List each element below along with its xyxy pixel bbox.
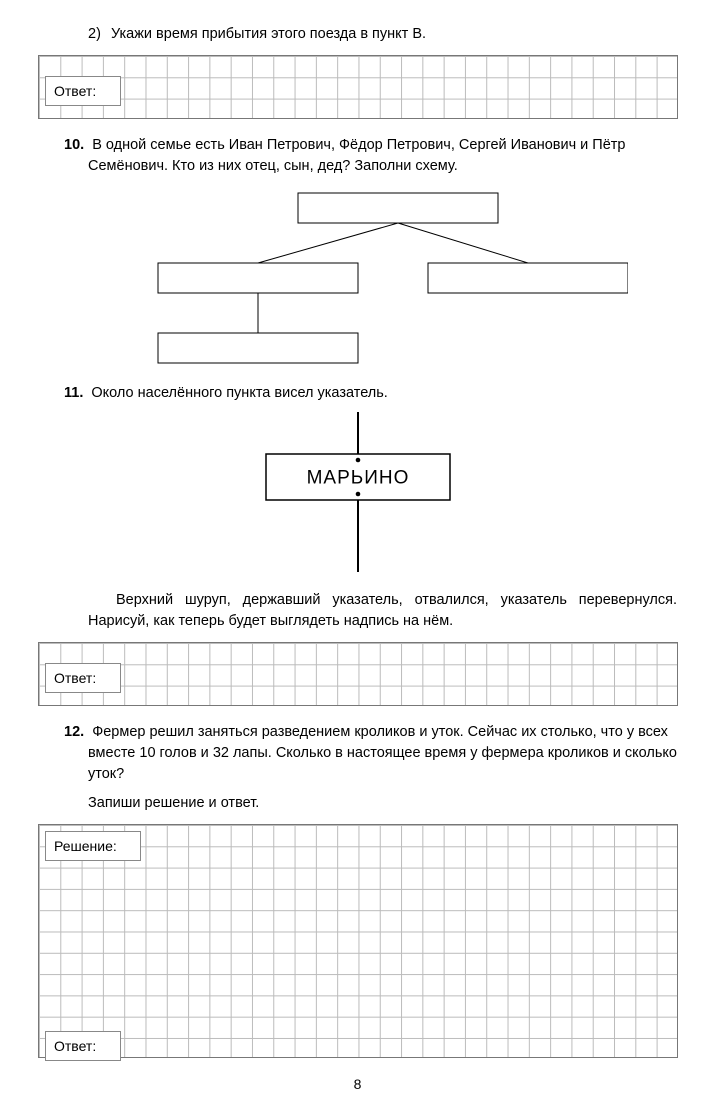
answer-label-q11: Ответ: xyxy=(45,663,121,693)
q11-text-b: Верхний шуруп, державший указатель, отва… xyxy=(38,590,677,632)
svg-text:МАРЬИНО: МАРЬИНО xyxy=(306,468,409,489)
q2-marker: 2) xyxy=(88,26,101,42)
signpost-diagram: МАРЬИНО xyxy=(218,412,498,572)
grid-bg xyxy=(39,643,677,705)
q12-text: Фермер решил заняться разведением кролик… xyxy=(88,724,677,782)
answer-label-q2: Ответ: xyxy=(45,76,121,106)
family-tree-diagram[interactable] xyxy=(88,185,628,365)
q11-marker: 11. xyxy=(64,385,83,401)
answer-grid-q2[interactable]: Ответ: xyxy=(38,55,678,119)
q2-text: Укажи время прибытия этого поезда в пунк… xyxy=(111,26,426,42)
grid-bg xyxy=(39,56,677,118)
solution-label-q12: Решение: xyxy=(45,831,141,861)
q10-text: В одной семье есть Иван Петрович, Фёдор … xyxy=(88,137,626,174)
answer-label-q12: Ответ: xyxy=(45,1031,121,1061)
q10-marker: 10. xyxy=(64,137,84,153)
page-number: 8 xyxy=(0,1074,715,1094)
answer-grid-q11[interactable]: Ответ: xyxy=(38,642,678,706)
q11-text-a: Около населённого пункта висел указатель… xyxy=(91,385,387,401)
q12-instruction: Запиши решение и ответ. xyxy=(38,793,677,814)
solution-grid-q12[interactable]: Решение: Ответ: xyxy=(38,824,678,1058)
q12-marker: 12. xyxy=(64,724,84,740)
